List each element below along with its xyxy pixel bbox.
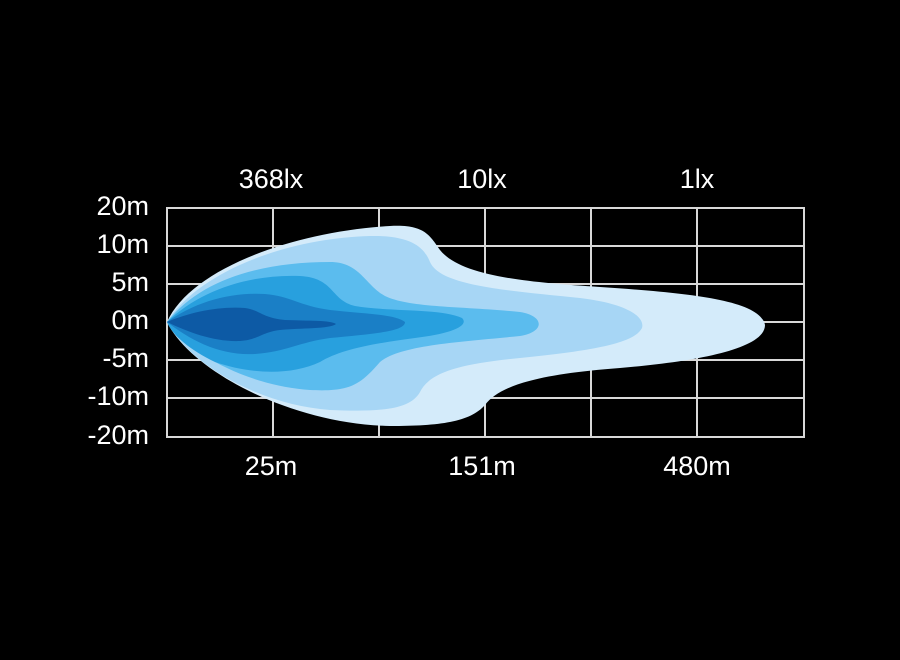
- beam-zone: [167, 307, 336, 342]
- top-label: 10lx: [457, 164, 507, 194]
- top-label: 1lx: [680, 164, 715, 194]
- top-label: 368lx: [239, 164, 304, 194]
- y-label: 5m: [111, 267, 149, 297]
- y-label: 0m: [111, 305, 149, 335]
- bottom-label: 151m: [448, 451, 516, 481]
- y-label: -10m: [87, 381, 149, 411]
- y-label: -20m: [87, 420, 149, 450]
- y-label: -5m: [103, 343, 150, 373]
- bottom-label: 480m: [663, 451, 731, 481]
- y-label: 20m: [96, 191, 149, 221]
- beam-pattern: [167, 225, 765, 426]
- y-label: 10m: [96, 229, 149, 259]
- bottom-label: 25m: [245, 451, 298, 481]
